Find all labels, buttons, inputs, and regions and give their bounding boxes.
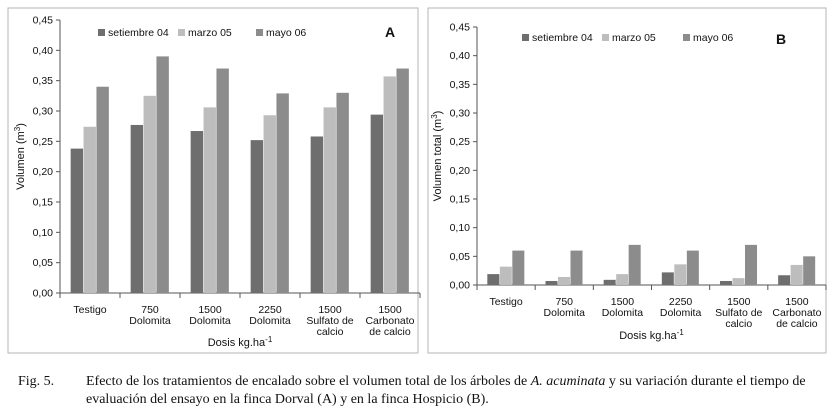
panel-label: A <box>385 24 395 40</box>
y-tick-label: 0,15 <box>33 197 54 209</box>
chart-A: 0,00 0,05 0,10 0,15 0,20 0,25 0,30 0,35 0,40 0,45… <box>7 7 421 354</box>
bar-setiembre-04 <box>250 140 264 293</box>
bar-marzo-05 <box>383 76 396 293</box>
bar-mayo-06 <box>628 244 641 285</box>
y-tick-label: 0,00 <box>450 280 471 292</box>
bar-setiembre-04 <box>310 136 324 293</box>
y-tick-label: 0,40 <box>33 45 54 57</box>
x-category-label: 1500 Sulfato de calcio <box>306 304 353 338</box>
legend-entry: setiembre 04 <box>532 32 593 44</box>
y-tick-label: 0,05 <box>450 251 471 263</box>
bar-marzo-05 <box>143 95 156 293</box>
y-tick-label: 0,20 <box>33 166 54 178</box>
bar-mayo-06 <box>570 250 583 285</box>
legend-entry: setiembre 04 <box>108 27 169 39</box>
x-axis-label: Dosis kg.ha-1 <box>619 328 684 342</box>
caption-text: Efecto de los tratamientos de encalado s… <box>86 373 821 409</box>
chart-frame <box>427 7 827 354</box>
bar-mayo-06 <box>96 86 109 293</box>
bar-marzo-05 <box>616 274 629 285</box>
x-category-label: 750 Dolomita <box>129 304 171 327</box>
y-tick-label: 0,40 <box>450 50 471 62</box>
bar-setiembre-04 <box>487 274 500 285</box>
caption-text-before: Efecto de los tratamientos de encalado s… <box>86 374 531 389</box>
x-axis-label: Dosis kg.ha-1 <box>208 335 273 349</box>
x-category-label: 1500 Carbonato de calcio <box>365 304 414 338</box>
y-tick-label: 0,45 <box>450 22 471 34</box>
x-category-label: Testigo <box>489 296 522 308</box>
figure-charts: 0,00 0,05 0,10 0,15 0,20 0,25 0,30 0,35 0,40 0,45… <box>7 7 827 354</box>
legend-swatch <box>522 34 529 41</box>
legend-entry: mayo 06 <box>693 32 733 44</box>
x-category-label: 1500 Dolomita <box>602 296 644 319</box>
bar-setiembre-04 <box>370 114 384 293</box>
x-category-label: 2250 Dolomita <box>660 296 702 319</box>
bar-mayo-06 <box>686 250 699 285</box>
bar-setiembre-04 <box>130 124 144 293</box>
legend-swatch <box>98 29 105 36</box>
bar-marzo-05 <box>203 107 216 293</box>
x-category-label: 1500 Carbonato de calcio <box>772 296 821 330</box>
chart-B: 0,00 0,05 0,10 0,15 0,20 0,25 0,30 0,35 0,40 0,45… <box>427 7 827 354</box>
bar-setiembre-04 <box>719 280 732 285</box>
caption-label: Fig. 5. <box>18 374 55 389</box>
y-axis-label: Volumen (m3) <box>13 123 27 190</box>
legend-swatch <box>683 34 690 41</box>
y-tick-label: 0,45 <box>33 15 54 27</box>
x-category-label: 2250 Dolomita <box>249 304 291 327</box>
bar-mayo-06 <box>276 93 289 293</box>
bar-marzo-05 <box>83 126 96 293</box>
bar-mayo-06 <box>336 92 349 293</box>
bar-marzo-05 <box>499 266 512 285</box>
bar-marzo-05 <box>557 276 571 285</box>
x-category-label: 750 Dolomita <box>544 296 586 319</box>
bar-mayo-06 <box>156 56 169 294</box>
y-tick-label: 0,00 <box>33 288 54 300</box>
y-tick-label: 0,35 <box>450 79 471 91</box>
caption-species: A. acuminata <box>530 374 606 389</box>
y-tick-label: 0,30 <box>33 106 54 118</box>
bar-mayo-06 <box>216 68 229 294</box>
bar-marzo-05 <box>323 107 336 293</box>
bar-mayo-06 <box>745 244 758 285</box>
bar-setiembre-04 <box>661 272 674 285</box>
bar-mayo-06 <box>396 68 409 294</box>
legend-swatch <box>602 34 609 41</box>
bar-marzo-05 <box>732 278 745 285</box>
y-tick-label: 0,05 <box>33 257 54 269</box>
bar-mayo-06 <box>512 250 525 285</box>
y-tick-label: 0,25 <box>33 136 54 148</box>
x-category-label: 1500 Dolomita <box>189 304 231 327</box>
y-tick-label: 0,10 <box>450 222 471 234</box>
caption-text-after: y su variación durante el tiempo de eval… <box>86 374 806 407</box>
chart-frame <box>7 7 419 354</box>
y-axis-label: Volumen total (m3) <box>430 111 444 202</box>
legend-entry: marzo 05 <box>188 27 232 39</box>
legend-swatch <box>178 29 185 36</box>
bar-marzo-05 <box>674 264 687 285</box>
y-tick-label: 0,15 <box>450 194 471 206</box>
y-tick-label: 0,10 <box>33 227 54 239</box>
bar-setiembre-04 <box>70 148 84 293</box>
bar-setiembre-04 <box>190 131 204 293</box>
legend-entry: marzo 05 <box>612 32 656 44</box>
bar-mayo-06 <box>803 256 816 285</box>
y-tick-label: 0,30 <box>450 108 471 120</box>
y-tick-label: 0,25 <box>450 136 471 148</box>
y-tick-label: 0,20 <box>450 165 471 177</box>
x-category-label: 1500 Sulfato de calcio <box>715 296 762 330</box>
bar-setiembre-04 <box>603 279 616 285</box>
bar-setiembre-04 <box>778 275 791 285</box>
bar-setiembre-04 <box>545 280 558 285</box>
legend-swatch <box>256 29 263 36</box>
bar-marzo-05 <box>790 264 803 285</box>
x-category-label: Testigo <box>73 304 106 316</box>
bar-marzo-05 <box>263 115 276 293</box>
y-tick-label: 0,35 <box>33 75 54 87</box>
panel-label: B <box>776 31 786 47</box>
legend-entry: mayo 06 <box>266 27 306 39</box>
